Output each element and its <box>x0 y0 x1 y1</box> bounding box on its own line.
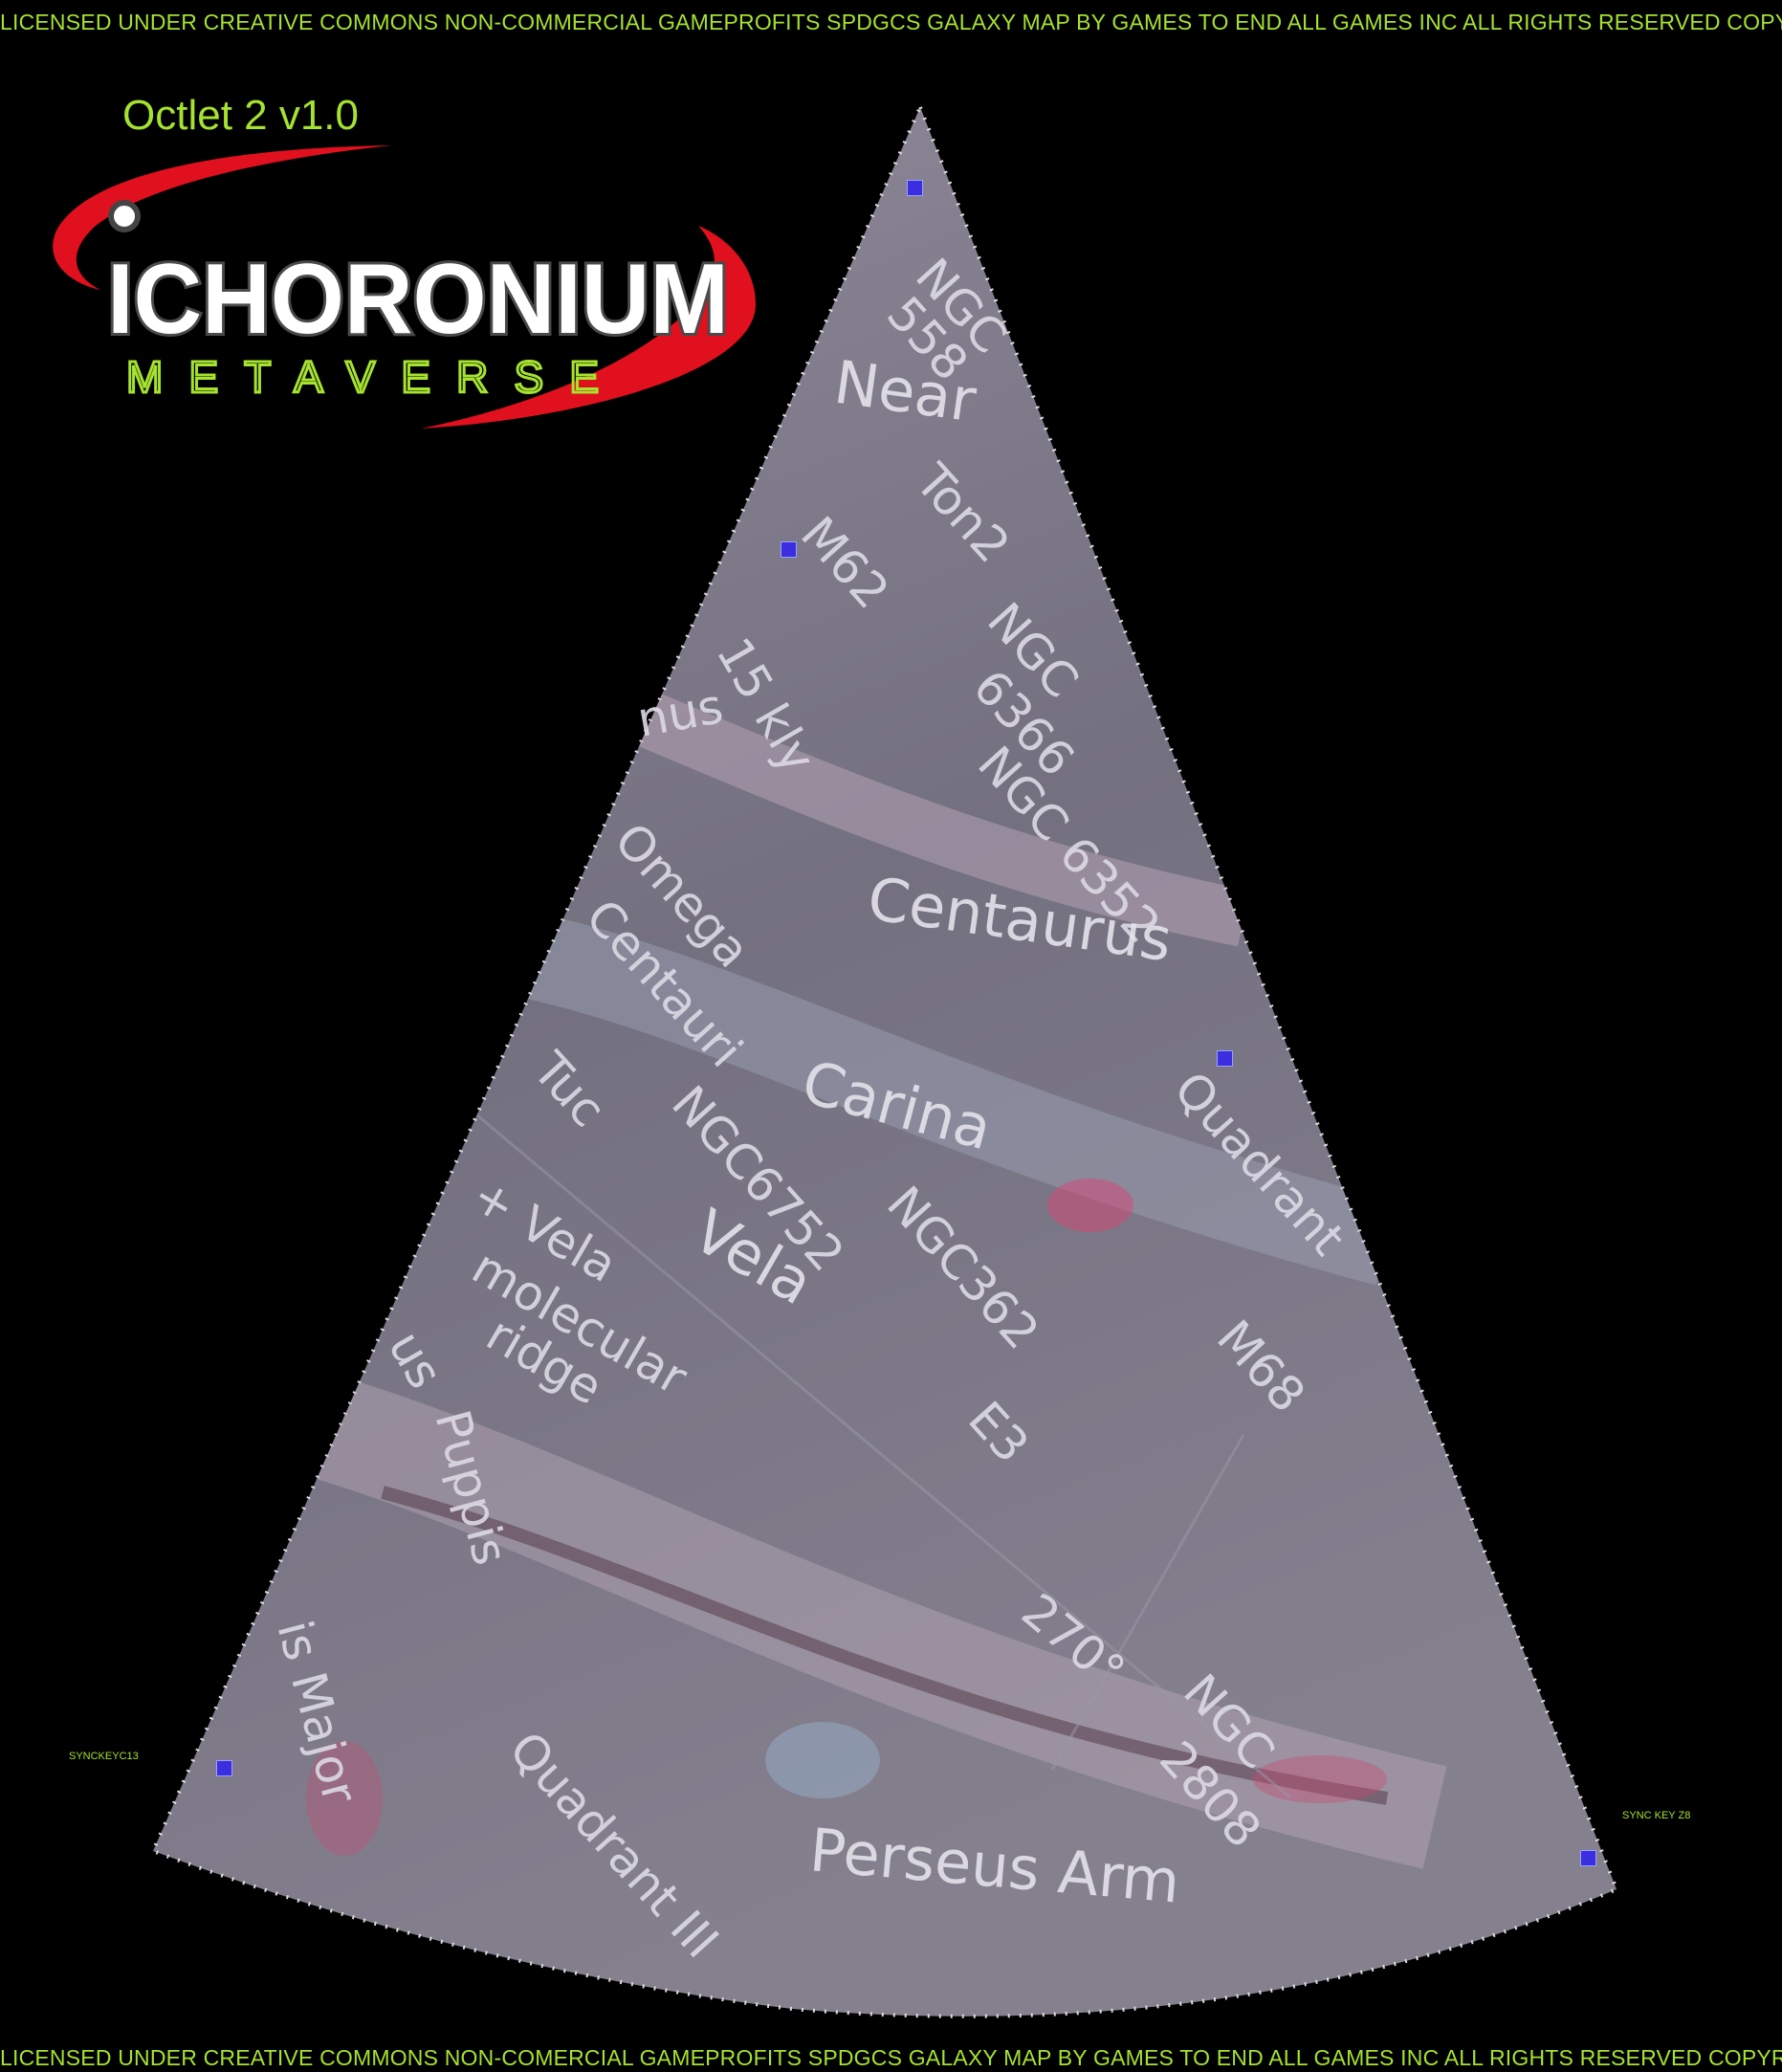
logo-swoosh <box>53 145 756 429</box>
license-footer: LICENSED UNDER CREATIVE COMMONS NON-COME… <box>0 2045 1782 2070</box>
ichoronium-logo: ICHORONIUM METAVERSE <box>53 145 756 429</box>
sync-key-right: SYNC KEY Z8 <box>1622 1810 1691 1821</box>
sync-marker-m62[interactable] <box>781 541 797 558</box>
sync-marker-quadrant[interactable] <box>1217 1050 1233 1067</box>
sync-key-left: SYNCKEYC13 <box>69 1751 139 1762</box>
logo-subtitle: METAVERSE <box>126 352 616 402</box>
sync-marker-top[interactable] <box>907 180 923 196</box>
logo-wordmark: ICHORONIUM <box>107 244 729 355</box>
milky-way-bands <box>273 662 1447 1869</box>
sync-marker-left[interactable] <box>216 1760 232 1776</box>
license-header: LICENSED UNDER CREATIVE COMMONS NON-COMM… <box>0 10 1782 34</box>
version-label: Octlet 2 v1.0 <box>122 92 360 139</box>
logo-dot-icon <box>108 200 141 232</box>
sync-marker-right[interactable] <box>1580 1850 1596 1866</box>
